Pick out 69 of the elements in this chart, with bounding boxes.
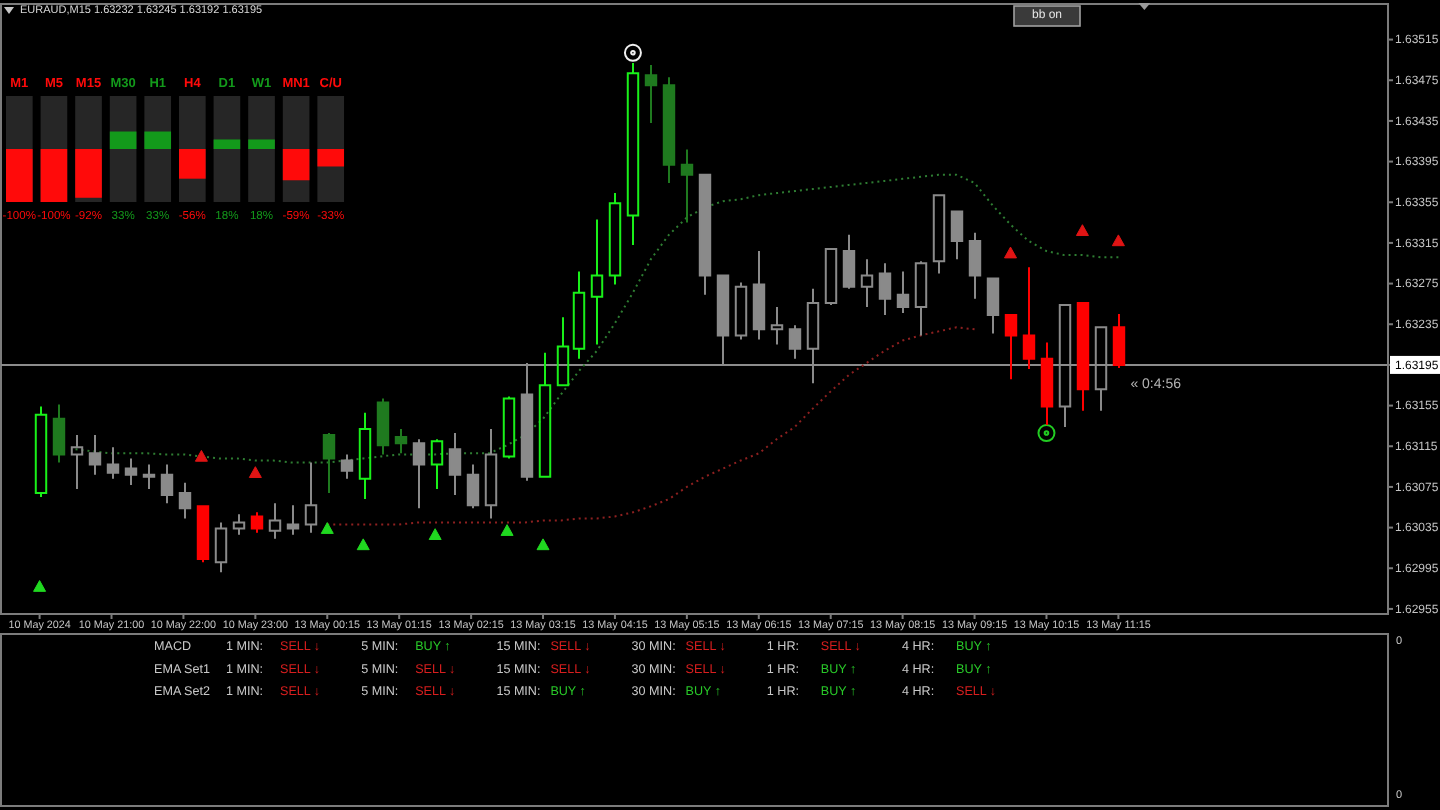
point [320,522,334,534]
candlestick [430,438,444,490]
candlestick [268,502,282,540]
candlestick [842,233,856,290]
candlestick [448,432,462,497]
candlestick [142,463,156,490]
candlestick [824,248,838,306]
candlestick [968,231,982,300]
candlestick [1112,313,1126,369]
candlestick [106,446,120,480]
point [536,538,550,551]
candlestick [160,463,174,505]
candlestick [538,351,552,478]
candlestick [1004,314,1018,381]
candlestick [626,61,640,246]
candlestick [376,397,390,456]
candlestick [484,427,498,520]
candlestick [896,270,910,315]
candlestick [644,64,658,124]
candlestick [1076,301,1090,412]
point [1004,246,1018,259]
candlestick [608,192,622,286]
candlestick [788,324,802,360]
candlestick [214,521,228,574]
point [1037,424,1056,443]
candlestick [412,438,426,510]
candlestick [770,305,784,346]
candlestick [70,434,84,490]
point [194,449,208,462]
candlestick [914,260,928,337]
point [1111,234,1125,247]
candlestick [556,316,570,387]
candlestick [178,481,192,520]
candlestick [34,405,48,499]
candlestick [680,148,694,224]
candlestick [752,250,766,341]
candlestick [590,218,604,346]
candlestick [572,270,586,360]
candlestick [698,173,712,296]
candlestick [734,281,748,341]
point [1075,224,1089,237]
point [248,466,262,478]
candlestick [394,427,408,455]
line-series [74,173,1120,464]
candlestick [466,463,480,510]
candlestick [358,411,372,501]
candlestick [502,395,516,460]
candlestick [950,210,964,261]
candlestick [340,453,354,480]
candlestick [986,277,1000,335]
candlestick [878,262,892,317]
point [623,43,642,62]
candlestick [322,432,336,495]
point [428,528,442,540]
candlestick [860,258,874,308]
candlestick [232,513,246,536]
candlestick [304,461,318,534]
candlestick [932,194,946,275]
point [356,538,370,551]
candlestick [124,457,138,486]
candlestick [1022,266,1036,370]
candlestick [196,504,210,564]
candlestick [88,434,102,476]
candlestick [662,76,676,184]
candlestick [250,511,264,534]
point [500,524,514,536]
candlestick [286,504,300,536]
point [33,580,47,592]
candlestick [52,403,66,464]
